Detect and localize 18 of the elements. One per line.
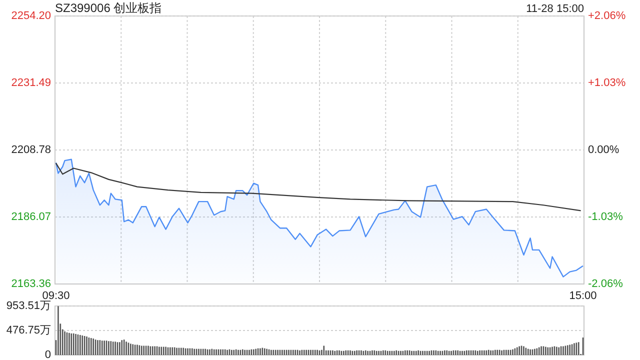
y-tick-label: 2163.36 xyxy=(11,278,51,290)
line-series xyxy=(55,162,582,212)
y2-tick-label: -2.06% xyxy=(588,278,624,290)
y-tick-label: 476.75万 xyxy=(6,324,51,336)
y2-tick-label: +2.06% xyxy=(588,10,626,22)
x-tick-label: 09:30 xyxy=(42,290,70,302)
x-tick-label: 15:00 xyxy=(569,290,597,302)
y-tick-label: 2186.07 xyxy=(11,210,51,223)
y2-tick-label: 0.00% xyxy=(588,144,620,156)
y2-tick-label: -1.03% xyxy=(588,210,624,223)
chart-title: SZ399006 创业板指 xyxy=(55,1,162,16)
y-tick-label: 2208.78 xyxy=(11,144,51,156)
y2-tick-label: +1.03% xyxy=(588,76,626,89)
y-tick-label: 953.51万 xyxy=(6,300,51,312)
y-tick-label: 0 xyxy=(44,348,51,360)
y-tick-label: 2254.20 xyxy=(11,10,51,22)
text: 11-28 15:00 xyxy=(526,2,584,15)
y-tick-label: 2231.49 xyxy=(11,76,51,89)
